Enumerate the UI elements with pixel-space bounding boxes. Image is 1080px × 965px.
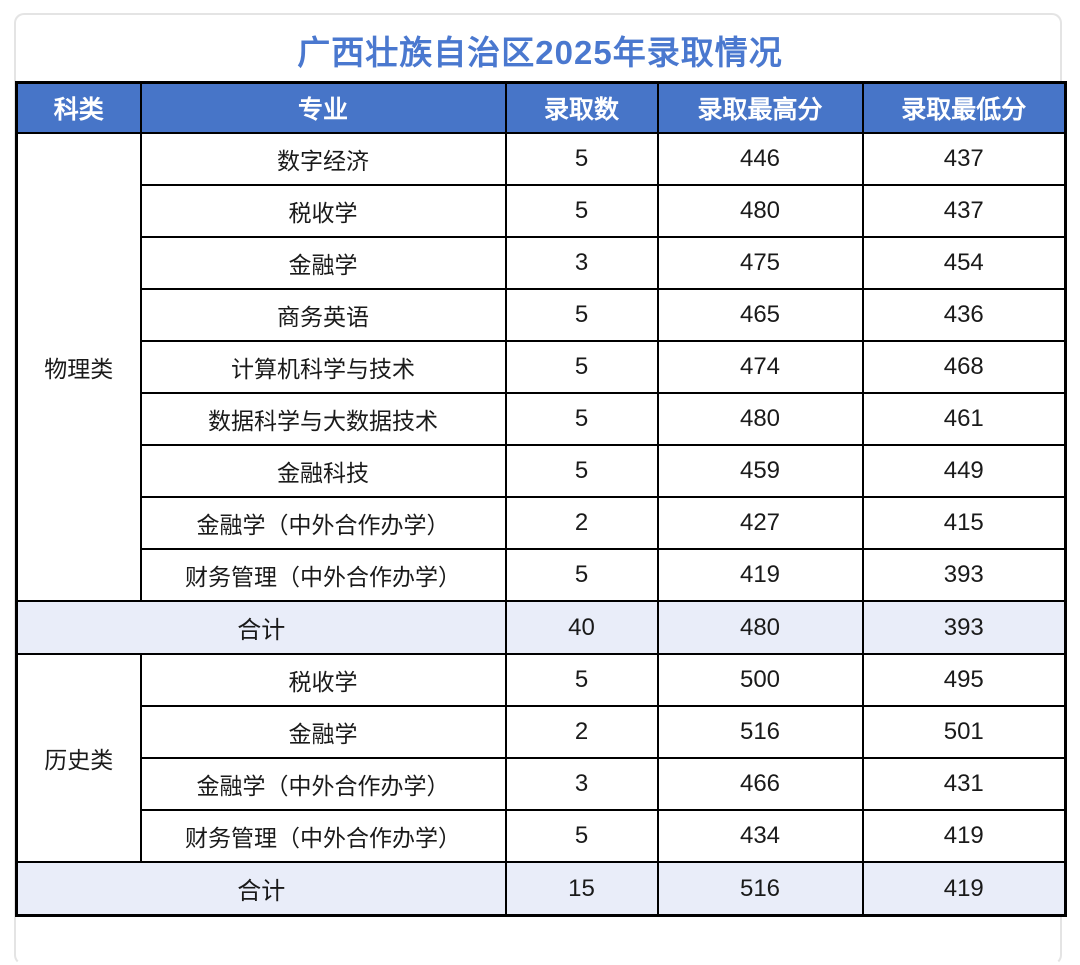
count-cell: 5 [504, 132, 659, 186]
max-score-cell: 446 [656, 132, 864, 186]
major-cell: 计算机科学与技术 [139, 340, 507, 394]
max-score-cell: 516 [656, 705, 864, 759]
category-cell: 历史类 [15, 653, 142, 863]
major-row: 历史类 税收学 5 500 495 [15, 653, 1067, 863]
max-score-cell: 459 [656, 444, 864, 498]
min-score-cell: 454 [861, 236, 1067, 290]
max-score-cell: 465 [656, 288, 864, 342]
major-row: 金融学 2 516 501 [17, 705, 1067, 759]
count-cell: 5 [504, 392, 659, 446]
major-row: 物理类 数字经济 5 446 437 [15, 132, 1067, 602]
category-cell: 物理类 [15, 132, 142, 602]
admissions-table: 科类 专业 录取数 录取最高分 录取最低分 物理类 数字经济 5 446 437 税收学 5 480 4… [15, 81, 1067, 917]
count-cell: 5 [504, 809, 659, 863]
max-score-cell: 475 [656, 236, 864, 290]
max-score-cell: 466 [656, 757, 864, 811]
count-cell: 5 [504, 548, 659, 602]
total-min-cell: 419 [861, 861, 1067, 917]
major-row: 财务管理（中外合作办学） 5 419 393 [17, 548, 1067, 602]
count-cell: 3 [504, 236, 659, 290]
min-score-cell: 461 [861, 392, 1067, 446]
major-row: 金融学 3 475 454 [17, 236, 1067, 290]
major-cell: 商务英语 [139, 288, 507, 342]
min-score-cell: 415 [861, 496, 1067, 550]
min-score-cell: 437 [861, 132, 1067, 186]
min-score-cell: 393 [861, 548, 1067, 602]
major-cell: 税收学 [139, 184, 507, 238]
page-title: 广西壮族自治区2025年录取情况 [297, 34, 783, 71]
total-count-cell: 40 [504, 600, 659, 655]
total-row: 合计 40 480 393 [15, 600, 1067, 655]
max-score-cell: 480 [656, 392, 864, 446]
total-max-cell: 480 [656, 600, 864, 655]
max-score-cell: 434 [656, 809, 864, 863]
column-header: 科类 [15, 81, 142, 134]
max-score-cell: 427 [656, 496, 864, 550]
min-score-cell: 436 [861, 288, 1067, 342]
header-row: 科类 专业 录取数 录取最高分 录取最低分 [15, 81, 1067, 134]
min-score-cell: 431 [861, 757, 1067, 811]
major-cell: 数据科学与大数据技术 [139, 392, 507, 446]
column-header: 录取数 [504, 81, 659, 134]
major-row: 商务英语 5 465 436 [17, 288, 1067, 342]
major-row: 税收学 5 480 437 [17, 184, 1067, 238]
total-max-cell: 516 [656, 861, 864, 917]
max-score-cell: 480 [656, 184, 864, 238]
column-header: 专业 [139, 81, 507, 134]
min-score-cell: 468 [861, 340, 1067, 394]
major-row: 计算机科学与技术 5 474 468 [17, 340, 1067, 394]
count-cell: 5 [504, 340, 659, 394]
major-cell: 金融科技 [139, 444, 507, 498]
major-cell: 金融学（中外合作办学） [139, 496, 507, 550]
min-score-cell: 501 [861, 705, 1067, 759]
min-score-cell: 449 [861, 444, 1067, 498]
max-score-cell: 474 [656, 340, 864, 394]
column-header: 录取最高分 [656, 81, 864, 134]
max-score-cell: 419 [656, 548, 864, 602]
total-count-cell: 15 [504, 861, 659, 917]
total-label-cell: 合计 [15, 861, 507, 917]
total-label-cell: 合计 [15, 600, 507, 655]
major-row: 金融科技 5 459 449 [17, 444, 1067, 498]
major-cell: 数字经济 [139, 132, 507, 186]
table-body: 物理类 数字经济 5 446 437 税收学 5 480 437 金融学 3 475 454 商务英语 5 4… [15, 132, 1067, 917]
min-score-cell: 419 [861, 809, 1067, 863]
major-cell: 财务管理（中外合作办学） [139, 809, 507, 863]
major-row: 金融学（中外合作办学） 2 427 415 [17, 496, 1067, 550]
count-cell: 5 [504, 653, 659, 707]
count-cell: 5 [504, 444, 659, 498]
max-score-cell: 500 [656, 653, 864, 707]
major-cell: 金融学（中外合作办学） [139, 757, 507, 811]
count-cell: 5 [504, 288, 659, 342]
total-row: 合计 15 516 419 [15, 861, 1067, 917]
major-cell: 税收学 [139, 653, 507, 707]
major-row: 数据科学与大数据技术 5 480 461 [17, 392, 1067, 446]
count-cell: 3 [504, 757, 659, 811]
total-min-cell: 393 [861, 600, 1067, 655]
count-cell: 2 [504, 705, 659, 759]
major-row: 财务管理（中外合作办学） 5 434 419 [17, 809, 1067, 863]
major-cell: 金融学 [139, 705, 507, 759]
column-header: 录取最低分 [861, 81, 1067, 134]
min-score-cell: 437 [861, 184, 1067, 238]
min-score-cell: 495 [861, 653, 1067, 707]
major-cell: 财务管理（中外合作办学） [139, 548, 507, 602]
count-cell: 5 [504, 184, 659, 238]
major-row: 金融学（中外合作办学） 3 466 431 [17, 757, 1067, 811]
count-cell: 2 [504, 496, 659, 550]
major-cell: 金融学 [139, 236, 507, 290]
